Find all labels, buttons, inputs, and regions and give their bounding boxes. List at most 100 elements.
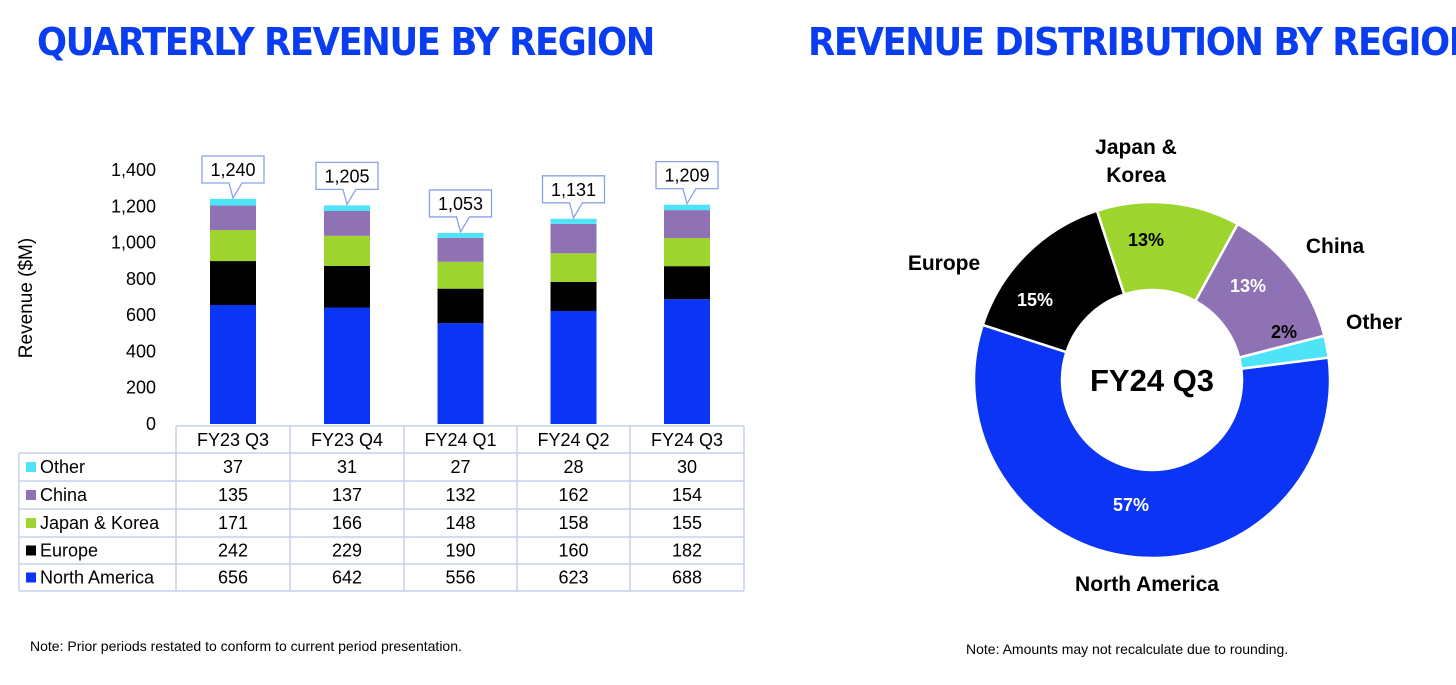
legend-label-japan-and-korea: Japan & Korea [40, 513, 160, 533]
table-cell: 688 [672, 568, 702, 588]
bar-segment-other [324, 205, 370, 212]
bar-segment-europe [664, 266, 710, 300]
table-cell: 171 [218, 513, 248, 533]
x-tick-label: FY24 Q2 [537, 430, 609, 450]
total-callout: 1,053 [428, 189, 493, 234]
table-cell: 182 [672, 541, 702, 561]
bar-segment-other [210, 198, 256, 206]
bar-segment-china [550, 223, 597, 254]
table-cell: 135 [218, 485, 248, 505]
table-cell: 154 [672, 485, 702, 505]
table-cell: 137 [332, 485, 362, 505]
bar-segment-europe [437, 288, 484, 324]
y-tick-label: 800 [126, 269, 156, 289]
legend-swatch-north-america [26, 572, 36, 583]
footnote-rounding: Note: Amounts may not recalculate due to… [966, 641, 1289, 657]
legend-swatch-other [26, 462, 36, 472]
bar-chart-title: QUARTERLY REVENUE BY REGION [37, 20, 655, 64]
bar-segment-china [437, 237, 484, 262]
table-cell: 642 [332, 568, 362, 588]
slice-percent-china: 13% [1230, 276, 1266, 296]
y-tick-label: 1,400 [111, 160, 156, 180]
table-cell: 190 [445, 541, 475, 561]
total-label: 1,240 [210, 160, 255, 180]
table-cell: 37 [223, 457, 243, 477]
bar-segment-japan-and-korea [550, 253, 597, 282]
donut-chart: FY24 Q3 57% North America 15% Europe 13% Japan… [908, 136, 1402, 596]
total-label: 1,053 [438, 194, 483, 214]
bar-segment-europe [550, 281, 597, 311]
bar-segment-europe [210, 261, 256, 305]
bar-segment-north-america [550, 310, 597, 424]
x-tick-label: FY24 Q1 [424, 430, 496, 450]
donut-slice-north-america [972, 323, 1332, 560]
slice-name-other: Other [1346, 311, 1402, 334]
bar-segment-other [664, 204, 710, 211]
slice-name-china: China [1306, 235, 1365, 258]
callout-box [428, 189, 493, 234]
table-cell: 27 [450, 457, 470, 477]
total-label: 1,131 [551, 180, 596, 200]
slice-name-japan-and-korea: Japan & [1095, 136, 1177, 159]
callout-box [655, 161, 719, 206]
y-tick-label: 400 [126, 341, 156, 361]
legend-label-europe: Europe [40, 541, 98, 561]
table-cell: 160 [558, 541, 588, 561]
x-tick-label: FY24 Q3 [651, 430, 723, 450]
total-callout: 1,131 [541, 175, 606, 220]
stacked-bar-chart: Revenue ($M) 0 200 400 600 800 1,000 1,200 1,400… [16, 155, 745, 592]
bar-segment-north-america [437, 323, 484, 424]
total-label: 1,209 [664, 166, 709, 186]
callout-box [315, 161, 379, 207]
legend-label-north-america: North America [40, 568, 155, 588]
bar-segment-china [324, 211, 370, 236]
table-cell: 148 [445, 513, 475, 533]
table-cell: 162 [558, 485, 588, 505]
slice-name-japan-and-korea: Korea [1106, 164, 1166, 187]
x-tick-label: FY23 Q4 [311, 430, 383, 450]
bar-segment-other [550, 218, 597, 224]
y-axis-label: Revenue ($M) [16, 238, 37, 358]
slice-percent-europe: 15% [1017, 290, 1053, 310]
donut-slice-europe [981, 209, 1126, 354]
slice-percent-japan-and-korea: 13% [1128, 230, 1164, 250]
bar-segment-europe [324, 265, 370, 308]
bar-segment-japan-and-korea [664, 238, 710, 267]
table-cell: 155 [672, 513, 702, 533]
y-tick-label: 1,200 [111, 196, 156, 216]
total-callout: 1,205 [315, 161, 379, 207]
y-tick-label: 200 [126, 378, 156, 398]
slice-percent-north-america: 57% [1113, 495, 1149, 515]
total-callout: 1,240 [201, 155, 265, 200]
table-cell: 30 [677, 457, 697, 477]
total-callout: 1,209 [655, 161, 719, 206]
bar-segment-china [210, 205, 256, 231]
slice-name-europe: Europe [908, 252, 980, 275]
y-tick-label: 600 [126, 305, 156, 325]
table-cell: 623 [558, 568, 588, 588]
y-tick-label: 1,000 [111, 233, 156, 253]
bar-segment-china [664, 210, 710, 239]
bar-segment-japan-and-korea [210, 230, 256, 262]
bar-segment-other [437, 232, 484, 238]
table-cell: 132 [445, 485, 475, 505]
total-label: 1,205 [324, 166, 369, 186]
legend-label-other: Other [40, 457, 85, 477]
legend-swatch-china [26, 490, 36, 500]
table-cell: 166 [332, 513, 362, 533]
table-cell: 242 [218, 541, 248, 561]
legend-label-china: China [40, 485, 88, 505]
callout-box [201, 155, 265, 200]
bar-segment-north-america [664, 299, 710, 424]
y-tick-label: 0 [146, 414, 156, 434]
legend-swatch-japan-and-korea [26, 518, 36, 528]
slice-percent-other: 2% [1271, 322, 1297, 342]
table-cell: 556 [445, 568, 475, 588]
donut-chart-title: REVENUE DISTRIBUTION BY REGION [808, 20, 1456, 64]
table-cell: 31 [337, 457, 357, 477]
bar-segment-japan-and-korea [437, 261, 484, 289]
x-tick-label: FY23 Q3 [197, 430, 269, 450]
bar-segment-japan-and-korea [324, 235, 370, 266]
callout-box [541, 175, 606, 220]
bar-segment-north-america [210, 304, 256, 424]
